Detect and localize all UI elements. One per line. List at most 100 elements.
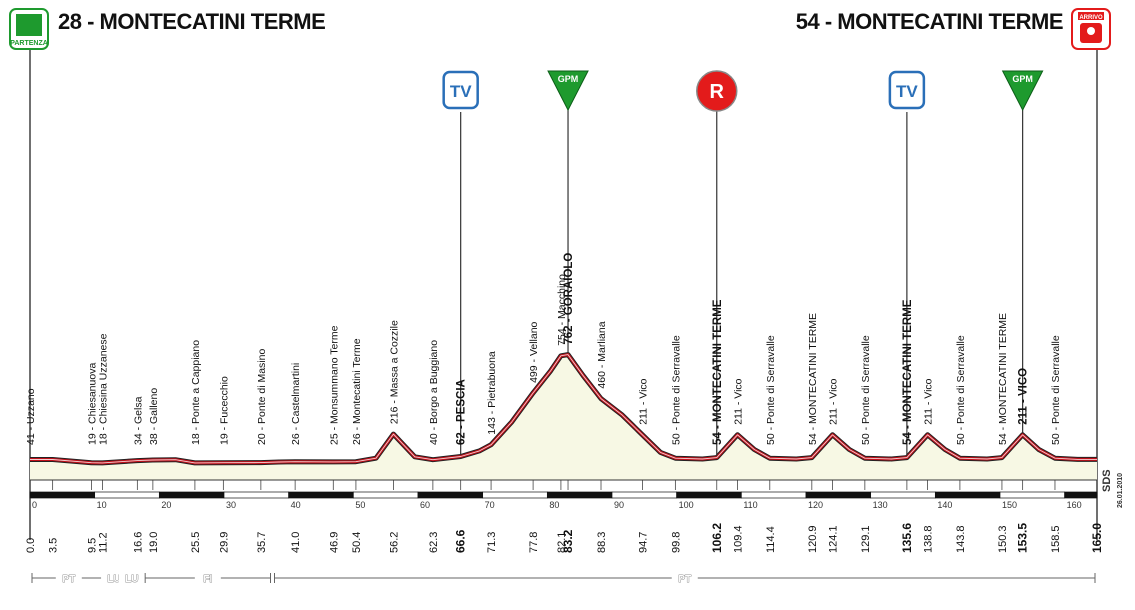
waypoint-label: 143 - Pietrabuona: [486, 351, 498, 435]
km-label: 50.4: [351, 532, 363, 553]
waypoint-label: 54 - MONTECATINI TERME: [997, 313, 1009, 445]
km-tick-label: 130: [873, 500, 888, 510]
km-bar-segment: [999, 491, 1066, 499]
km-bar-segment: [870, 491, 936, 499]
restaurant-marker: R: [696, 70, 738, 456]
waypoint-label: 50 - Ponte di Serravalle: [670, 335, 682, 445]
km-label: 46.9: [328, 532, 340, 553]
restaurant-icon: [696, 70, 738, 112]
km-label: 29.9: [218, 532, 230, 553]
elevation-area: [30, 352, 1097, 481]
tv-marker-text: TV: [450, 82, 472, 101]
credit-brand: SDS: [1101, 469, 1113, 492]
start-badge-icon: PARTENZA: [9, 8, 49, 50]
elevation-line-highlight: [30, 354, 1097, 464]
province-band: LU: [118, 571, 145, 585]
km-tick-label: 90: [614, 500, 624, 510]
km-bar-segment: [158, 491, 225, 499]
km-label: 120.9: [807, 525, 819, 553]
waypoint-label: 216 - Massa a Cozzile: [388, 320, 400, 424]
gpm-marker: GPM: [547, 70, 589, 353]
waypoint-label: 762 - GORAIOLO: [563, 253, 575, 345]
km-label: 0.0: [25, 538, 37, 553]
start-badge-text: PARTENZA: [10, 40, 48, 47]
waypoint-label: 211 - Vico: [637, 378, 649, 424]
waypoint-label: 34 - Gelsa: [132, 396, 144, 445]
km-tick-label: 80: [549, 500, 559, 510]
waypoint-label: 20 - Ponte di Masino: [256, 349, 268, 445]
waypoint-label: 26 - Castelmartini: [290, 363, 302, 445]
km-label: 138.8: [923, 525, 935, 553]
km-bar-segment: [223, 491, 290, 499]
km-label: 165.0: [1090, 523, 1104, 553]
restaurant-marker-text: R: [710, 81, 725, 103]
km-tick-label: 70: [485, 500, 495, 510]
waypoint-label: 62 - PESCIA: [456, 379, 468, 445]
waypoint-label: 54 - MONTECATINI TERME: [902, 299, 914, 445]
km-tick-label: 0: [32, 500, 37, 510]
province-label-bg: [194, 571, 221, 583]
km-label: 41.0: [290, 532, 302, 553]
km-tick-label: 150: [1002, 500, 1017, 510]
waypoint-label: 19 - Fucecchio: [218, 376, 230, 445]
km-tick-label: 140: [937, 500, 952, 510]
km-label: 158.5: [1050, 525, 1062, 553]
waypoint-label: 50 - Ponte di Serravalle: [860, 335, 872, 445]
credit-stamp: SDS 26.01.2010: [1101, 469, 1124, 508]
km-label: 114.4: [765, 526, 777, 553]
km-label: 71.3: [486, 532, 498, 553]
province-label: LU: [125, 574, 138, 585]
province-label: PT: [678, 574, 691, 585]
waypoint-label: 54 - MONTECATINI TERME: [807, 313, 819, 445]
waypoint-label: 38 - Galleno: [148, 388, 160, 445]
km-label: 9.5: [86, 538, 98, 553]
waypoint-label: 460 - Marliana: [596, 321, 608, 388]
waypoint-label: 499 - Vellano: [528, 321, 540, 382]
km-label: 82.1: [556, 532, 568, 553]
km-label: 11.2: [97, 532, 109, 553]
waypoint-label: 211 - Vico: [732, 378, 744, 424]
province-label: LU: [107, 574, 120, 585]
waypoint-label: 211 - Vico: [923, 378, 935, 424]
km-label: 25.5: [190, 532, 202, 553]
km-label: 56.2: [388, 532, 400, 553]
finish-badge-icon: ARRIVO: [1071, 8, 1111, 50]
km-label: 129.1: [860, 525, 872, 553]
km-bar-segment: [676, 491, 742, 499]
km-bar-segment: [352, 491, 419, 499]
km-label: 77.8: [528, 532, 540, 553]
elevation-fill: [30, 354, 1097, 480]
km-label: 88.3: [596, 532, 608, 553]
start-location-title: 28 - MONTECATINI TERME: [58, 9, 325, 34]
waypoint-label: 40 - Borgo a Buggiano: [428, 340, 440, 445]
km-bar-segment: [482, 491, 548, 499]
finish-location-title: 54 - MONTECATINI TERME: [796, 9, 1063, 34]
waypoint-label: 54 - MONTECATINI TERME: [712, 299, 724, 445]
waypoint-label: 211 - VICO: [1018, 368, 1030, 425]
km-bar-segment: [740, 491, 807, 499]
waypoint-label: 25 - Monsummano Terme: [328, 325, 340, 445]
km-label: 94.7: [637, 532, 649, 553]
waypoint-label: 26 - Montecatini Terme: [351, 338, 363, 445]
tv-marker-text: TV: [896, 82, 918, 101]
km-label: 35.7: [256, 532, 268, 553]
km-tick-label: 50: [355, 500, 365, 510]
km-bar-segment: [546, 491, 613, 499]
km-tick-label: 120: [808, 500, 823, 510]
waypoint-label: 211 - Vico: [828, 378, 840, 424]
finish-badge-text: ARRIVO: [1079, 15, 1103, 21]
waypoint-label: 754 - Macchino: [556, 274, 568, 346]
km-tick-label: 60: [420, 500, 430, 510]
kilometre-bar: 0 10 20 30 40 50 60 70 80 90 100 110 120 130 140 150 160: [29, 491, 1098, 510]
km-bar-segment: [934, 491, 1001, 499]
waypoint-label: 41 - Uzzano: [25, 388, 37, 445]
km-label: 62.3: [428, 532, 440, 553]
km-tick-label: 110: [743, 500, 757, 510]
gpm-marker-text: GPM: [1012, 74, 1033, 84]
km-label: 83.2: [561, 529, 575, 553]
province-band: PT: [31, 571, 107, 585]
km-label: 143.8: [955, 525, 967, 553]
km-bar-segment: [288, 491, 354, 499]
km-tick-label: 20: [161, 500, 171, 510]
